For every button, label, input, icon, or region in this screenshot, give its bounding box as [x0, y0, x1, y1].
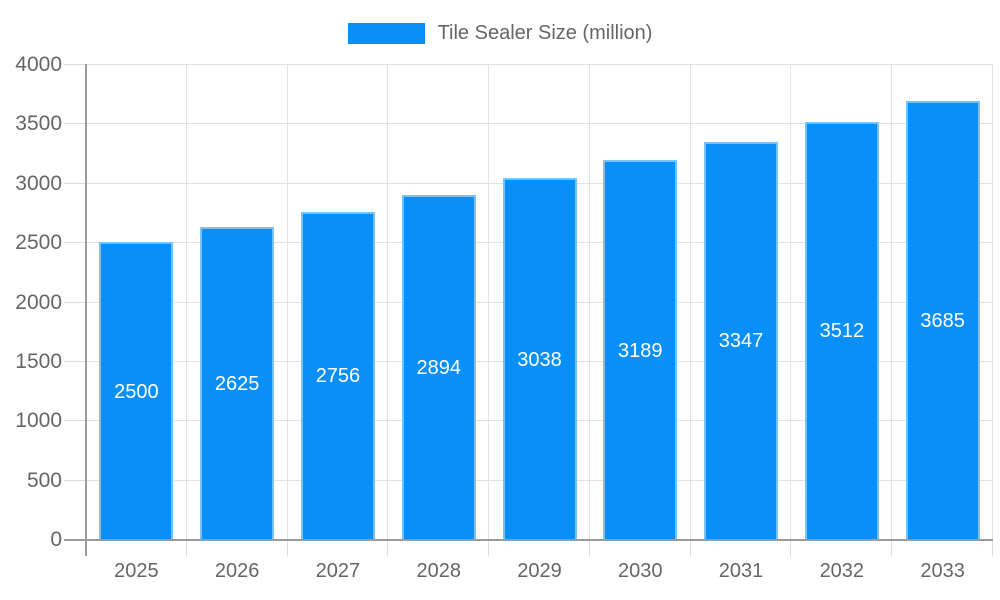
x-axis-tick [891, 539, 892, 556]
x-axis-tick-label: 2028 [416, 560, 461, 582]
y-axis-tick [64, 420, 86, 422]
y-axis-tick [64, 182, 86, 184]
x-axis-tick-label: 2033 [920, 560, 965, 582]
y-axis-tick-label: 1000 [15, 409, 62, 433]
x-axis-tick [488, 539, 489, 556]
bar-value-label: 3189 [618, 339, 663, 362]
y-axis-tick [64, 64, 86, 65]
x-axis-tick [589, 539, 590, 556]
x-axis-tick-label: 2027 [315, 560, 361, 582]
y-axis-tick-label: 4000 [15, 53, 62, 76]
y-axis-tick [64, 479, 86, 481]
x-axis-line [64, 539, 993, 541]
v-gridline [891, 64, 892, 539]
y-axis-line [85, 64, 87, 556]
x-axis-tick-label: 2031 [718, 560, 764, 582]
x-axis-tick [690, 539, 691, 556]
y-axis-tick-label: 2500 [15, 231, 62, 255]
bar-value-label: 3347 [718, 330, 764, 353]
y-axis-tick-label: 3000 [15, 171, 62, 195]
bar[interactable]: 3685 [905, 101, 980, 539]
legend-label: Tile Sealer Size (million) [437, 22, 653, 44]
x-axis-tick-label: 2030 [618, 560, 663, 582]
bar[interactable]: 2500 [99, 242, 174, 539]
x-axis-tick [387, 539, 388, 556]
y-axis-tick [64, 242, 86, 244]
bar-value-label: 2894 [416, 357, 461, 380]
y-axis-tick-label: 2000 [15, 290, 62, 314]
y-axis-tick-label: 0 [50, 528, 62, 551]
bar[interactable]: 3512 [804, 121, 879, 539]
x-axis-tick [186, 539, 187, 556]
legend-swatch [347, 22, 425, 44]
v-gridline [992, 64, 993, 539]
x-axis-tick [287, 539, 288, 556]
bar[interactable]: 3189 [603, 160, 678, 539]
bar[interactable]: 3347 [704, 141, 779, 539]
x-axis-tick-label: 2025 [114, 560, 159, 582]
y-axis-tick-label: 500 [26, 468, 62, 492]
y-axis-tick [64, 360, 86, 362]
legend-item[interactable]: Tile Sealer Size (million) [0, 19, 1000, 47]
v-gridline [690, 64, 691, 539]
y-axis-tick-label: 1500 [15, 349, 62, 373]
x-axis-tick [992, 539, 993, 556]
x-axis-tick [790, 539, 791, 556]
x-axis-tick-label: 2029 [517, 560, 562, 582]
v-gridline [790, 64, 791, 539]
y-axis-tick [64, 301, 86, 303]
v-gridline [186, 64, 187, 539]
bar[interactable]: 3038 [502, 178, 577, 539]
v-gridline [287, 64, 288, 539]
x-axis-tick-label: 2032 [819, 560, 865, 582]
bar-value-label: 2500 [114, 380, 159, 403]
bar-value-label: 3685 [920, 310, 965, 333]
bar[interactable]: 2756 [300, 211, 375, 539]
v-gridline [488, 64, 489, 539]
bar-value-label: 3512 [819, 320, 865, 343]
x-axis-tick-label: 2026 [214, 560, 260, 582]
bar[interactable]: 2894 [401, 195, 476, 539]
plot-area: 2500 2625 2756 2894 3038 3189 3347 3512 3685 [86, 64, 993, 539]
h-gridline [86, 64, 993, 65]
v-gridline [589, 64, 590, 539]
y-axis-tick-label: 3500 [15, 112, 62, 136]
bar-value-label: 2625 [214, 373, 260, 396]
bar[interactable]: 2625 [200, 227, 275, 539]
bar-value-label: 2756 [315, 365, 361, 388]
h-gridline [86, 123, 993, 125]
v-gridline [387, 64, 388, 539]
bar-value-label: 3038 [517, 348, 562, 371]
y-axis-tick [64, 123, 86, 125]
